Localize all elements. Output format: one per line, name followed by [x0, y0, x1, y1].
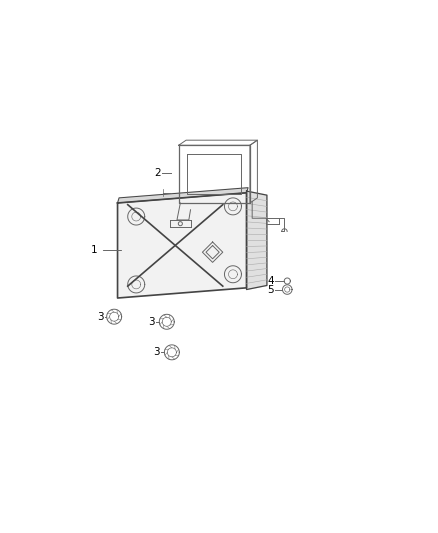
Text: 3: 3 [153, 348, 160, 357]
Text: 5: 5 [267, 285, 274, 295]
Text: 3: 3 [97, 312, 104, 322]
Text: 3: 3 [148, 317, 155, 327]
Polygon shape [247, 191, 267, 289]
Polygon shape [117, 193, 247, 298]
Polygon shape [117, 188, 248, 203]
Text: 2: 2 [154, 168, 161, 178]
Text: 4: 4 [267, 276, 274, 286]
Text: 1: 1 [91, 246, 97, 255]
